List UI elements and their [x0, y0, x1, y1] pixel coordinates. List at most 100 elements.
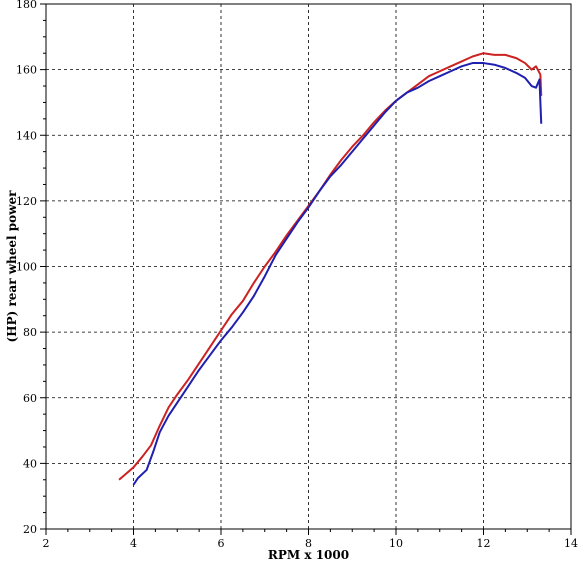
grid-lines: [46, 4, 571, 529]
series-1-point: [133, 467, 134, 468]
series-2-point: [146, 469, 147, 470]
series-2-point: [209, 354, 210, 355]
series-1-point: [142, 456, 143, 457]
series-2-point: [231, 327, 232, 328]
series-1-point: [439, 71, 440, 72]
series-2-point: [168, 415, 169, 416]
series-2-point: [137, 478, 138, 479]
x-tick-label: 10: [389, 537, 403, 550]
series-1-point: [417, 84, 418, 85]
series-1-point: [505, 54, 506, 55]
series-2-line: [132, 62, 543, 486]
series-2-point: [428, 81, 429, 82]
series-1-point: [472, 56, 473, 57]
series-1-point: [275, 251, 276, 252]
series-2-point: [220, 340, 221, 341]
series-2-point: [297, 222, 298, 223]
series-1-point: [199, 363, 200, 364]
series-1-point: [231, 313, 232, 314]
series-2-point: [308, 207, 309, 208]
x-axis-title: RPM x 1000: [268, 548, 349, 562]
minor-ticks: [40, 3, 572, 535]
series-2-point: [516, 72, 517, 73]
x-tick-label: 12: [477, 537, 491, 550]
series-1-point: [242, 300, 243, 301]
series-2-point: [395, 100, 396, 101]
series-2-point: [483, 62, 484, 63]
series-2-point: [253, 295, 254, 296]
x-tick-label: 8: [305, 537, 312, 550]
series-1-point: [540, 74, 541, 75]
series-2-point: [330, 176, 331, 177]
series-2-point: [439, 76, 440, 77]
series-2-point: [133, 484, 134, 485]
series-1-point: [209, 346, 210, 347]
series-2-point: [406, 92, 407, 93]
series-2-point: [539, 79, 540, 80]
series-1-point: [450, 66, 451, 67]
series-2-point: [352, 151, 353, 152]
series-2-point: [363, 138, 364, 139]
x-tick-labels: 2 4 6 8 10 12 14: [43, 537, 579, 550]
series-1-point: [118, 479, 119, 480]
x-tick-label: 4: [130, 537, 137, 550]
series-1-point: [494, 54, 495, 55]
y-tick-label: 140: [16, 129, 37, 142]
series-2-point: [374, 125, 375, 126]
series-2-point: [472, 62, 473, 63]
x-tick-label: 14: [564, 537, 578, 550]
series-1: [118, 52, 543, 481]
y-axis-title: (HP) rear wheel power: [5, 190, 19, 343]
y-tick-label: 80: [23, 326, 37, 339]
series-2-point: [450, 71, 451, 72]
series-2-point: [275, 254, 276, 255]
series-1-point: [516, 58, 517, 59]
series-2-point: [461, 66, 462, 67]
series-2: [132, 62, 543, 486]
series-2-point: [177, 402, 178, 403]
series-1-point: [220, 330, 221, 331]
series-1-point: [461, 61, 462, 62]
series-1-point: [286, 235, 287, 236]
series-lines: [118, 52, 543, 486]
series-2-point: [505, 67, 506, 68]
series-2-point: [341, 164, 342, 165]
y-tick-label: 100: [16, 261, 37, 274]
series-2-point: [188, 386, 189, 387]
y-tick-label: 40: [23, 457, 37, 470]
series-2-point: [319, 190, 320, 191]
series-2-point: [417, 87, 418, 88]
series-2-point: [264, 276, 265, 277]
series-2-point: [531, 85, 532, 86]
series-1-point: [264, 266, 265, 267]
y-tick-label: 60: [23, 392, 37, 405]
series-1-point: [253, 282, 254, 283]
y-tick-label: 120: [16, 195, 37, 208]
series-2-point: [494, 64, 495, 65]
series-1-point: [428, 76, 429, 77]
series-2-point: [286, 238, 287, 239]
y-tick-labels: 20 40 60 80 100 120 140 160 180: [16, 0, 37, 536]
y-tick-label: 20: [23, 523, 37, 536]
series-2-point: [199, 369, 200, 370]
series-2-point: [153, 451, 154, 452]
series-1-point: [535, 66, 536, 67]
series-2-point: [384, 112, 385, 113]
y-tick-label: 160: [16, 64, 37, 77]
series-1-point: [168, 407, 169, 408]
x-tick-label: 2: [43, 537, 50, 550]
series-1-point: [524, 62, 525, 63]
series-2-point: [524, 77, 525, 78]
series-2-point: [242, 312, 243, 313]
series-1-line: [118, 52, 543, 481]
series-1-point: [352, 146, 353, 147]
y-tick-label: 180: [16, 0, 37, 11]
series-1-point: [531, 69, 532, 70]
series-2-point: [541, 123, 542, 124]
series-2-point: [540, 102, 541, 103]
series-1-point: [124, 474, 125, 475]
series-1-point: [483, 53, 484, 54]
series-2-point: [159, 432, 160, 433]
series-1-point: [177, 394, 178, 395]
